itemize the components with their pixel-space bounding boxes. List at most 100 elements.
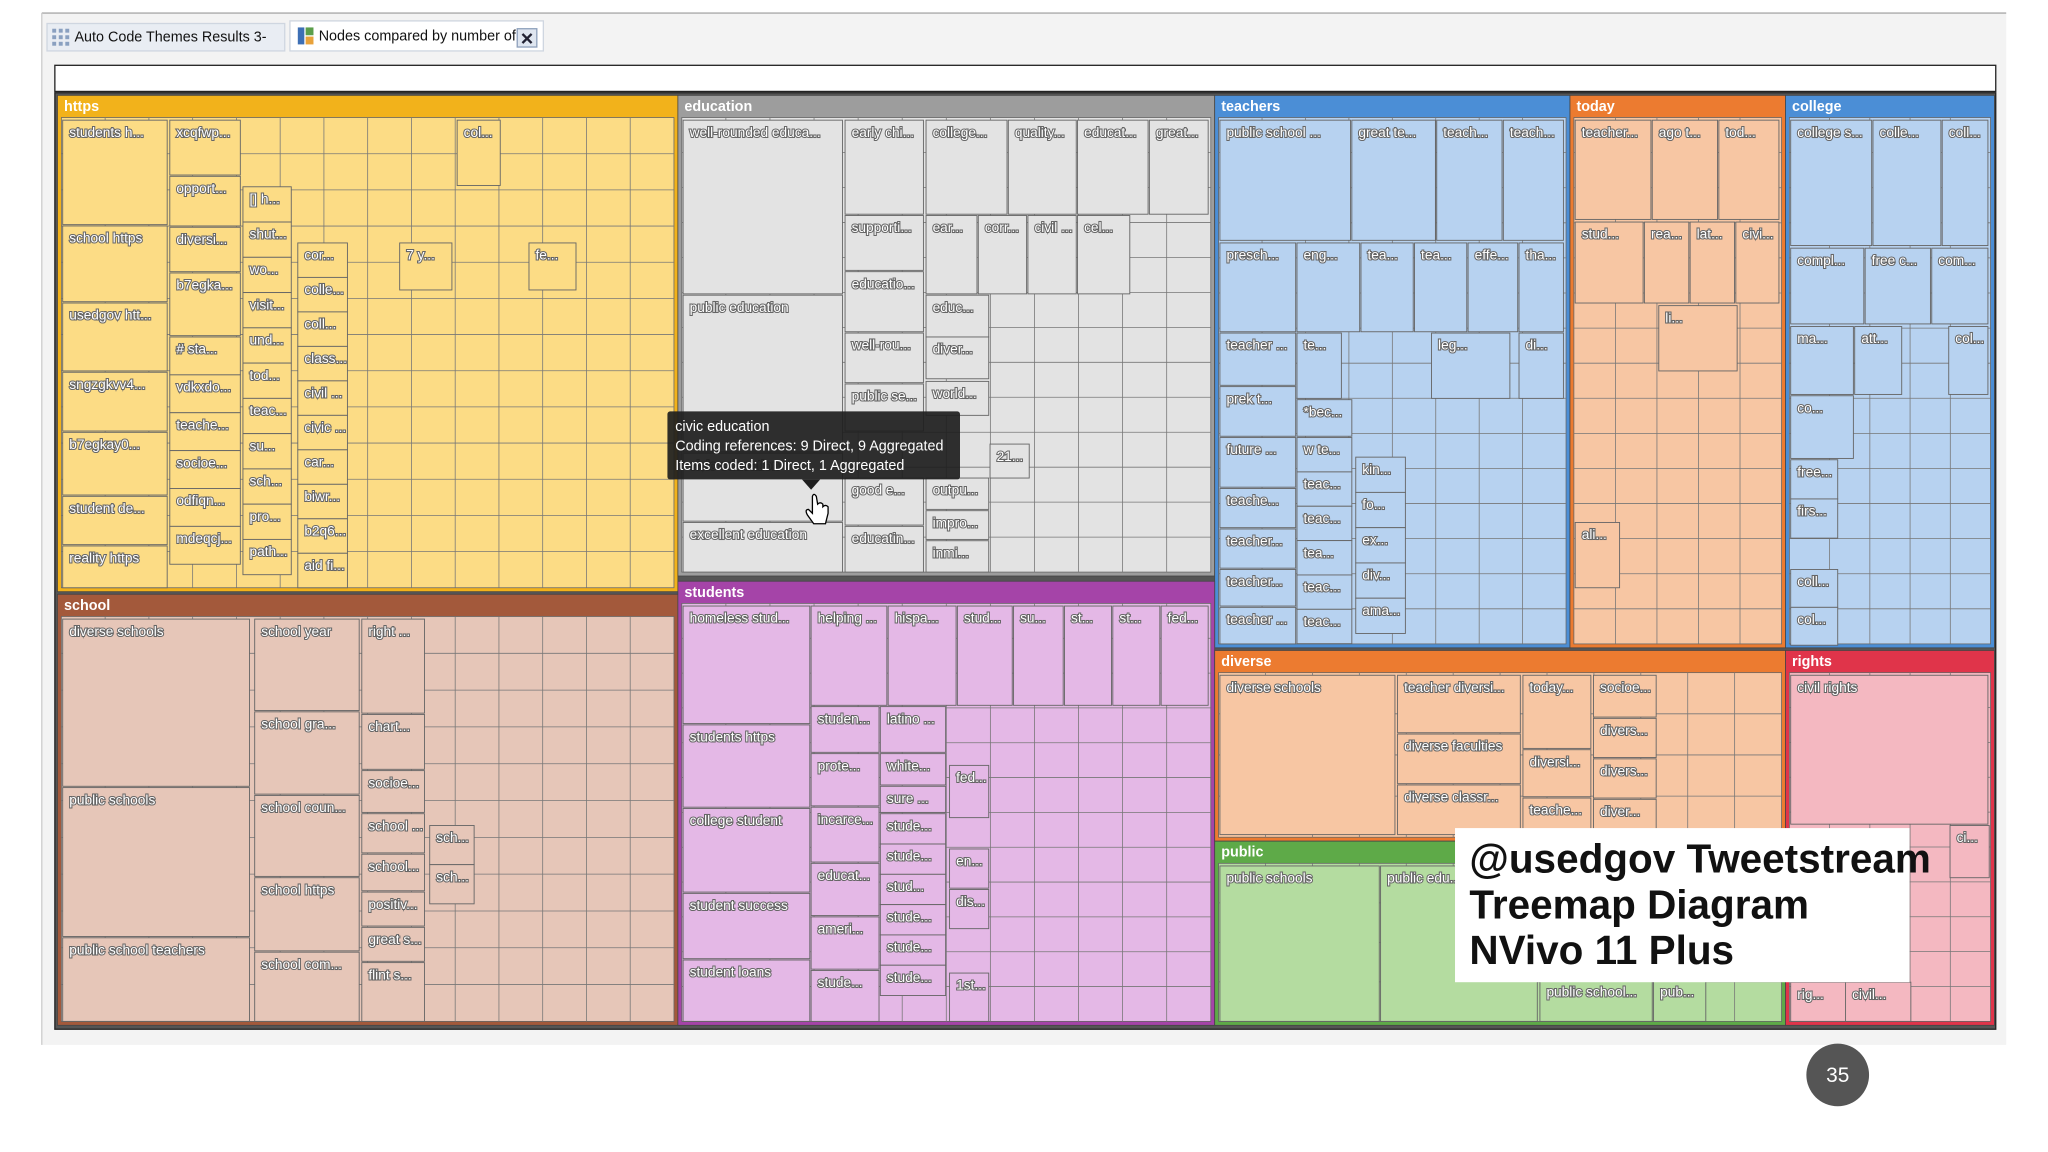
treemap-cell[interactable]	[242, 362, 292, 399]
treemap-cell[interactable]	[297, 552, 348, 589]
treemap-cell[interactable]	[62, 431, 168, 496]
treemap-cell[interactable]	[682, 119, 843, 295]
treemap-cell[interactable]	[879, 706, 947, 753]
treemap-cell[interactable]	[844, 477, 924, 526]
treemap-cell[interactable]	[1397, 733, 1521, 785]
treemap-cell[interactable]	[1013, 605, 1064, 706]
treemap-cell[interactable]	[1574, 221, 1644, 304]
treemap-cell[interactable]	[844, 525, 924, 573]
treemap-cell[interactable]	[361, 962, 425, 1022]
treemap-cell[interactable]	[879, 785, 947, 813]
treemap-cell[interactable]	[1593, 717, 1657, 759]
treemap-cell[interactable]	[242, 221, 292, 258]
treemap-cell[interactable]	[242, 186, 292, 223]
treemap-cell[interactable]	[1948, 326, 1989, 395]
treemap-cell[interactable]	[810, 706, 880, 753]
treemap-cell[interactable]	[887, 605, 957, 706]
treemap-cell[interactable]	[1355, 562, 1406, 599]
tab[interactable]	[46, 22, 286, 52]
treemap-cell[interactable]	[1064, 605, 1112, 706]
treemap-cell[interactable]	[810, 862, 880, 917]
treemap-cell[interactable]	[956, 605, 1013, 706]
treemap-cell[interactable]	[925, 380, 990, 416]
treemap-cell[interactable]	[1790, 569, 1839, 608]
treemap-cell[interactable]	[1790, 247, 1865, 325]
treemap-cell[interactable]	[1296, 540, 1353, 576]
treemap-cell[interactable]	[1593, 758, 1657, 799]
treemap-cell[interactable]	[1296, 471, 1353, 507]
treemap-cell[interactable]	[682, 724, 811, 808]
treemap-cell[interactable]	[169, 175, 241, 227]
treemap-cell[interactable]	[1360, 242, 1414, 333]
treemap-cell[interactable]	[1160, 605, 1209, 706]
treemap-cell[interactable]	[1718, 119, 1780, 220]
treemap-cell[interactable]	[810, 753, 880, 807]
treemap-cell[interactable]	[879, 934, 947, 966]
treemap-cell[interactable]	[1522, 749, 1592, 798]
treemap-cell[interactable]	[1296, 505, 1353, 542]
treemap-cell[interactable]	[62, 787, 250, 937]
treemap-cell[interactable]	[169, 272, 241, 337]
treemap-cell[interactable]	[1431, 332, 1511, 399]
treemap-cell[interactable]	[1112, 605, 1161, 706]
treemap-cell[interactable]	[1864, 247, 1931, 325]
treemap-cell[interactable]	[949, 972, 990, 1022]
treemap-cell[interactable]	[62, 937, 250, 1022]
treemap-cell[interactable]	[1931, 247, 1989, 325]
treemap-cell[interactable]	[62, 302, 168, 372]
treemap-cell[interactable]	[62, 618, 250, 787]
treemap-cell[interactable]	[1296, 242, 1361, 333]
treemap-cell[interactable]	[879, 964, 947, 996]
treemap-cell[interactable]	[297, 518, 348, 554]
treemap-cell[interactable]	[361, 926, 425, 962]
treemap-cell[interactable]	[1296, 608, 1353, 645]
treemap-cell[interactable]	[977, 215, 1028, 295]
treemap-cell[interactable]	[1790, 674, 1989, 825]
treemap-cell[interactable]	[925, 294, 990, 338]
treemap-cell[interactable]	[1007, 119, 1077, 215]
treemap-cell[interactable]	[429, 864, 475, 905]
treemap-cell[interactable]	[682, 959, 811, 1022]
treemap-cell[interactable]	[62, 371, 168, 432]
treemap-cell[interactable]	[1574, 119, 1652, 220]
treemap-cell[interactable]	[1027, 215, 1077, 295]
treemap-cell[interactable]	[1219, 606, 1297, 645]
treemap-cell[interactable]	[682, 605, 811, 725]
treemap-cell[interactable]	[169, 226, 241, 273]
treemap-cell[interactable]	[361, 813, 425, 854]
treemap-cell[interactable]	[1658, 305, 1738, 372]
treemap-cell[interactable]	[297, 242, 348, 278]
treemap-cell[interactable]	[1219, 528, 1297, 569]
treemap-cell[interactable]	[879, 753, 947, 786]
treemap-cell[interactable]	[1845, 981, 1912, 1022]
treemap-cell[interactable]	[925, 215, 978, 295]
treemap-cell[interactable]	[810, 605, 888, 706]
treemap-cell[interactable]	[242, 327, 292, 364]
treemap-cell[interactable]	[361, 853, 425, 892]
treemap-cell[interactable]	[810, 969, 880, 1022]
treemap-cell[interactable]	[1790, 326, 1854, 395]
treemap-cell[interactable]	[1790, 119, 1873, 247]
treemap-cell[interactable]	[1219, 488, 1297, 529]
treemap-cell[interactable]	[62, 225, 168, 303]
treemap-cell[interactable]	[925, 510, 990, 540]
treemap-cell[interactable]	[879, 873, 947, 906]
treemap-cell[interactable]	[925, 477, 990, 510]
treemap-cell[interactable]	[399, 242, 453, 291]
treemap-cell[interactable]	[361, 713, 425, 770]
treemap-cell[interactable]	[879, 904, 947, 936]
treemap-cell[interactable]	[1219, 332, 1297, 386]
treemap-cell[interactable]	[361, 770, 425, 813]
treemap-cell[interactable]	[1854, 326, 1903, 395]
treemap-cell[interactable]	[925, 336, 990, 380]
treemap-cell[interactable]	[361, 891, 425, 927]
treemap-cell[interactable]	[844, 332, 924, 384]
treemap-cell[interactable]	[242, 397, 292, 435]
treemap-cell[interactable]	[254, 951, 360, 1022]
treemap-cell[interactable]	[1689, 221, 1735, 304]
treemap-cell[interactable]	[1219, 674, 1396, 836]
treemap-cell[interactable]	[1518, 242, 1564, 333]
treemap-cell[interactable]	[1296, 332, 1342, 399]
treemap-cell[interactable]	[1467, 242, 1519, 333]
treemap-cell[interactable]	[62, 545, 168, 589]
